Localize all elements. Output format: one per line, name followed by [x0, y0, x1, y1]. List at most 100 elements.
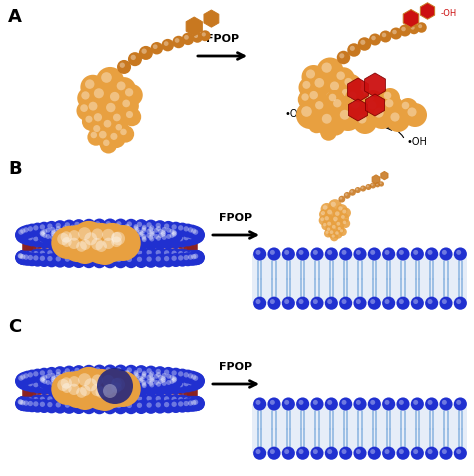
- Circle shape: [27, 255, 33, 260]
- Circle shape: [327, 400, 332, 405]
- FancyBboxPatch shape: [38, 376, 48, 399]
- Circle shape: [142, 237, 146, 242]
- Circle shape: [349, 92, 356, 99]
- Circle shape: [399, 400, 404, 405]
- Circle shape: [37, 375, 50, 387]
- Circle shape: [63, 383, 67, 387]
- Circle shape: [84, 378, 97, 391]
- Circle shape: [62, 366, 76, 379]
- Circle shape: [310, 98, 331, 119]
- Circle shape: [456, 449, 461, 454]
- Circle shape: [115, 379, 128, 392]
- Circle shape: [101, 231, 114, 244]
- Circle shape: [401, 27, 406, 31]
- Circle shape: [191, 397, 205, 410]
- Circle shape: [284, 299, 289, 304]
- Circle shape: [136, 374, 149, 387]
- Circle shape: [167, 230, 180, 244]
- Circle shape: [61, 376, 74, 389]
- Circle shape: [103, 229, 108, 235]
- Circle shape: [79, 378, 91, 392]
- Circle shape: [85, 230, 98, 243]
- Circle shape: [106, 383, 111, 388]
- Circle shape: [310, 248, 324, 260]
- Circle shape: [329, 99, 349, 118]
- Circle shape: [61, 225, 74, 238]
- Circle shape: [51, 227, 83, 259]
- Circle shape: [339, 213, 349, 223]
- Circle shape: [331, 202, 336, 207]
- Circle shape: [371, 184, 374, 186]
- Circle shape: [416, 22, 427, 33]
- Circle shape: [370, 182, 376, 188]
- Circle shape: [85, 367, 98, 380]
- Circle shape: [161, 399, 175, 413]
- Circle shape: [135, 373, 140, 378]
- Circle shape: [137, 403, 142, 408]
- Circle shape: [87, 237, 92, 242]
- Circle shape: [125, 384, 129, 389]
- Circle shape: [31, 223, 45, 237]
- Circle shape: [82, 374, 94, 387]
- Circle shape: [95, 230, 100, 235]
- Circle shape: [178, 371, 183, 377]
- Circle shape: [313, 449, 318, 454]
- Circle shape: [253, 446, 266, 460]
- Circle shape: [84, 240, 90, 245]
- Circle shape: [363, 90, 383, 110]
- Circle shape: [75, 234, 103, 262]
- Circle shape: [40, 237, 45, 242]
- Circle shape: [96, 369, 128, 401]
- Circle shape: [84, 380, 98, 393]
- Circle shape: [25, 395, 39, 409]
- Circle shape: [55, 238, 61, 244]
- Circle shape: [310, 110, 328, 128]
- Circle shape: [194, 34, 198, 38]
- Circle shape: [68, 224, 81, 237]
- Circle shape: [106, 223, 111, 228]
- Circle shape: [170, 375, 174, 380]
- FancyBboxPatch shape: [79, 222, 90, 247]
- Circle shape: [87, 370, 100, 383]
- Circle shape: [56, 226, 61, 231]
- Circle shape: [175, 38, 180, 43]
- Circle shape: [325, 226, 334, 235]
- Circle shape: [124, 219, 138, 233]
- Circle shape: [55, 232, 69, 245]
- Circle shape: [116, 395, 121, 401]
- FancyBboxPatch shape: [184, 371, 194, 396]
- Circle shape: [92, 384, 106, 397]
- Circle shape: [93, 229, 106, 242]
- Circle shape: [40, 402, 45, 407]
- Circle shape: [97, 238, 101, 243]
- Circle shape: [156, 382, 161, 387]
- FancyBboxPatch shape: [56, 230, 66, 254]
- Circle shape: [439, 397, 453, 411]
- Circle shape: [82, 219, 96, 233]
- Circle shape: [60, 234, 73, 247]
- Circle shape: [160, 230, 165, 235]
- FancyBboxPatch shape: [31, 375, 41, 399]
- Circle shape: [72, 367, 106, 401]
- Circle shape: [332, 67, 355, 90]
- Circle shape: [327, 250, 332, 255]
- Circle shape: [80, 239, 91, 250]
- Circle shape: [70, 383, 75, 388]
- Circle shape: [70, 226, 75, 231]
- Circle shape: [134, 233, 139, 238]
- Circle shape: [69, 230, 80, 241]
- Circle shape: [113, 114, 121, 121]
- Circle shape: [124, 237, 138, 251]
- Circle shape: [40, 256, 45, 261]
- Circle shape: [116, 386, 121, 391]
- FancyBboxPatch shape: [79, 231, 90, 255]
- Circle shape: [398, 98, 418, 118]
- Circle shape: [110, 381, 116, 386]
- Circle shape: [25, 369, 39, 384]
- Circle shape: [155, 369, 161, 374]
- Circle shape: [320, 203, 333, 215]
- Circle shape: [357, 114, 366, 124]
- Circle shape: [368, 397, 381, 411]
- Circle shape: [350, 46, 355, 51]
- Circle shape: [101, 381, 106, 386]
